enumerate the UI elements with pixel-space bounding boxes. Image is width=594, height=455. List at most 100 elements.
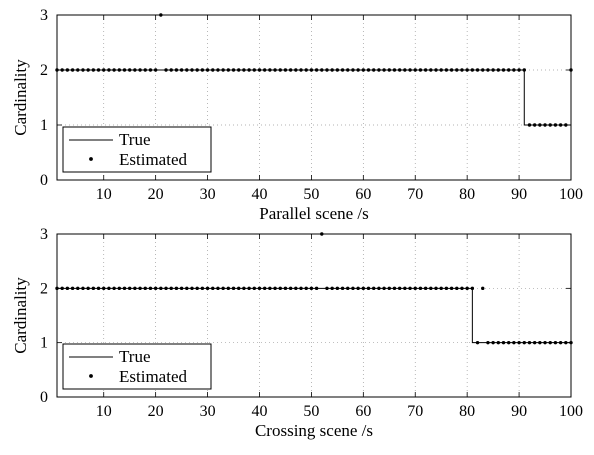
estimated-point bbox=[169, 68, 173, 72]
estimated-point bbox=[548, 340, 552, 345]
estimated-point bbox=[501, 340, 506, 345]
estimated-point bbox=[226, 68, 231, 72]
estimated-point bbox=[564, 123, 568, 127]
estimated-point bbox=[112, 68, 116, 72]
estimated-point bbox=[397, 68, 402, 72]
estimated-point bbox=[143, 286, 147, 291]
x-axis-label: Crossing scene /s bbox=[255, 421, 373, 440]
estimated-point bbox=[356, 286, 360, 291]
estimated-point bbox=[481, 286, 485, 291]
estimated-point bbox=[185, 286, 189, 291]
legend-marker-estimated bbox=[89, 374, 93, 378]
estimated-point bbox=[117, 68, 122, 72]
estimated-point bbox=[439, 286, 443, 291]
estimated-point bbox=[76, 68, 80, 72]
estimated-point bbox=[143, 68, 147, 72]
estimated-point bbox=[242, 68, 246, 72]
estimated-point bbox=[86, 68, 90, 72]
estimated-point bbox=[418, 286, 423, 291]
estimated-point bbox=[288, 286, 293, 291]
estimated-point bbox=[195, 68, 199, 72]
estimated-point bbox=[361, 68, 366, 72]
estimated-point bbox=[247, 68, 251, 72]
estimated-point bbox=[351, 286, 355, 291]
estimated-point bbox=[475, 340, 480, 345]
estimated-point bbox=[413, 286, 417, 291]
x-tick-label: 90 bbox=[511, 403, 527, 420]
estimated-point bbox=[543, 123, 547, 127]
estimated-point bbox=[262, 68, 267, 72]
estimated-point bbox=[174, 286, 179, 291]
plot-frame bbox=[56, 14, 572, 181]
estimated-point bbox=[102, 286, 106, 291]
x-tick-label: 40 bbox=[251, 403, 267, 420]
estimated-point bbox=[60, 286, 64, 291]
estimated-point bbox=[465, 286, 469, 291]
estimated-point bbox=[127, 68, 132, 72]
x-tick-label: 70 bbox=[407, 186, 423, 203]
estimated-point bbox=[444, 68, 449, 72]
estimated-point bbox=[522, 68, 526, 72]
estimated-point bbox=[81, 286, 85, 291]
legend-box bbox=[62, 126, 212, 173]
estimated-point bbox=[423, 68, 428, 72]
estimated-point bbox=[117, 286, 122, 291]
estimated-point bbox=[314, 68, 319, 72]
estimated-point bbox=[449, 68, 454, 72]
y-tick-label: 1 bbox=[40, 335, 48, 352]
estimated-point bbox=[107, 68, 111, 72]
estimated-point bbox=[65, 68, 70, 72]
estimated-point bbox=[205, 286, 210, 291]
estimated-point bbox=[465, 68, 469, 72]
estimated-point bbox=[491, 68, 495, 72]
estimated-point bbox=[470, 68, 475, 72]
estimated-point bbox=[325, 68, 329, 72]
estimated-point bbox=[346, 68, 350, 72]
estimated-point bbox=[397, 286, 402, 291]
y-tick-label: 2 bbox=[40, 280, 48, 297]
series-true-line bbox=[57, 287, 571, 344]
legend-label-true: True bbox=[119, 347, 151, 366]
estimated-point bbox=[449, 286, 454, 291]
estimated-point bbox=[112, 286, 116, 291]
estimated-point bbox=[205, 68, 210, 72]
estimated-point bbox=[460, 68, 464, 72]
estimated-point bbox=[392, 68, 397, 72]
y-tick-label: 3 bbox=[40, 226, 48, 243]
estimated-point bbox=[127, 286, 132, 291]
legend-label-estimated: Estimated bbox=[119, 150, 187, 169]
estimated-point bbox=[372, 68, 376, 72]
estimated-point bbox=[538, 123, 542, 127]
estimated-point bbox=[553, 340, 558, 345]
estimated-point bbox=[200, 68, 205, 72]
estimated-point bbox=[76, 286, 80, 291]
estimated-point bbox=[418, 68, 423, 72]
estimated-point bbox=[190, 286, 194, 291]
estimated-point bbox=[512, 68, 516, 72]
estimated-point bbox=[377, 68, 381, 72]
estimated-point bbox=[294, 286, 298, 291]
estimated-point bbox=[548, 123, 552, 127]
estimated-point bbox=[532, 123, 537, 127]
estimated-point bbox=[216, 68, 220, 72]
estimated-point bbox=[231, 286, 236, 291]
estimated-point bbox=[262, 286, 267, 291]
estimated-point bbox=[148, 286, 153, 291]
estimated-point bbox=[304, 286, 308, 291]
estimated-point bbox=[470, 286, 475, 291]
x-tick-label: 80 bbox=[459, 186, 475, 203]
estimated-point bbox=[444, 286, 449, 291]
estimated-point bbox=[216, 286, 220, 291]
estimated-point bbox=[501, 68, 506, 72]
chart-panel-1: 10 20 30 40 50 60 70 80 90 100 0 1 2 3 Parallel scene … bbox=[11, 7, 583, 223]
y-axis-label: Cardinality bbox=[11, 277, 30, 354]
legend-label-estimated: Estimated bbox=[119, 367, 187, 386]
estimated-point bbox=[283, 286, 288, 291]
estimated-point bbox=[413, 68, 417, 72]
estimated-point bbox=[429, 68, 433, 72]
estimated-point bbox=[309, 68, 314, 72]
estimated-point bbox=[304, 68, 308, 72]
x-tick-label: 90 bbox=[511, 186, 527, 203]
estimated-point bbox=[346, 286, 350, 291]
